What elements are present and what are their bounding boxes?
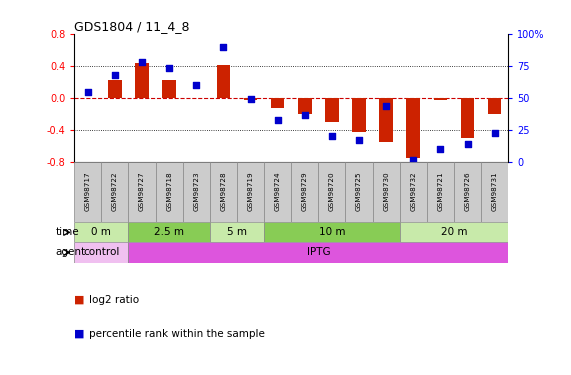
Point bbox=[164, 65, 174, 71]
Point bbox=[327, 134, 336, 140]
Text: ■: ■ bbox=[74, 295, 89, 305]
Point bbox=[110, 72, 119, 78]
Point bbox=[273, 117, 282, 123]
Text: control: control bbox=[83, 248, 119, 258]
Text: percentile rank within the sample: percentile rank within the sample bbox=[89, 329, 264, 339]
Bar bbox=[162, 80, 176, 98]
Bar bbox=[74, 242, 128, 262]
Bar bbox=[433, 98, 447, 100]
Text: IPTG: IPTG bbox=[307, 248, 330, 258]
Bar bbox=[400, 222, 508, 242]
Bar bbox=[216, 65, 230, 98]
Text: GSM98717: GSM98717 bbox=[85, 171, 91, 211]
Bar bbox=[325, 98, 339, 122]
Text: GSM98720: GSM98720 bbox=[329, 171, 335, 211]
Text: GSM98719: GSM98719 bbox=[247, 171, 254, 211]
Text: 0 m: 0 m bbox=[91, 227, 111, 237]
Bar bbox=[379, 98, 393, 142]
Text: 5 m: 5 m bbox=[227, 227, 247, 237]
Text: GSM98727: GSM98727 bbox=[139, 171, 145, 211]
Text: 20 m: 20 m bbox=[441, 227, 467, 237]
Bar bbox=[155, 162, 183, 222]
Point bbox=[300, 112, 309, 118]
Bar bbox=[74, 222, 128, 242]
Bar bbox=[244, 98, 258, 100]
Point bbox=[490, 130, 499, 136]
Point bbox=[83, 88, 93, 94]
Bar bbox=[271, 98, 284, 108]
Bar bbox=[298, 98, 312, 114]
Bar bbox=[264, 222, 400, 242]
Bar bbox=[319, 162, 345, 222]
Point bbox=[138, 59, 147, 65]
Text: time: time bbox=[55, 227, 79, 237]
Text: agent: agent bbox=[55, 248, 86, 258]
Bar bbox=[461, 98, 475, 138]
Bar bbox=[183, 162, 210, 222]
Bar bbox=[108, 80, 122, 98]
Bar bbox=[400, 162, 427, 222]
Text: log2 ratio: log2 ratio bbox=[89, 295, 139, 305]
Point bbox=[409, 157, 418, 163]
Text: GSM98724: GSM98724 bbox=[275, 171, 281, 211]
Bar bbox=[407, 98, 420, 158]
Bar bbox=[210, 162, 237, 222]
Point bbox=[381, 103, 391, 109]
Bar bbox=[128, 162, 155, 222]
Bar bbox=[210, 222, 264, 242]
Bar bbox=[237, 162, 264, 222]
Bar bbox=[291, 162, 319, 222]
Text: GSM98723: GSM98723 bbox=[193, 171, 199, 211]
Bar bbox=[352, 98, 366, 132]
Bar bbox=[427, 162, 454, 222]
Point bbox=[192, 82, 201, 88]
Point bbox=[355, 137, 364, 143]
Text: GSM98722: GSM98722 bbox=[112, 171, 118, 211]
Text: GSM98730: GSM98730 bbox=[383, 171, 389, 211]
Point bbox=[246, 96, 255, 102]
Bar bbox=[372, 162, 400, 222]
Point bbox=[219, 44, 228, 50]
Bar bbox=[135, 63, 149, 98]
Text: GSM98726: GSM98726 bbox=[464, 171, 471, 211]
Text: ■: ■ bbox=[74, 329, 89, 339]
Text: GSM98725: GSM98725 bbox=[356, 171, 362, 211]
Text: 10 m: 10 m bbox=[319, 227, 345, 237]
Bar bbox=[128, 242, 508, 262]
Text: GSM98731: GSM98731 bbox=[492, 171, 498, 211]
Bar bbox=[481, 162, 508, 222]
Bar bbox=[102, 162, 128, 222]
Bar bbox=[488, 98, 501, 114]
Bar bbox=[264, 162, 291, 222]
Point bbox=[436, 146, 445, 152]
Bar bbox=[128, 222, 210, 242]
Text: GSM98732: GSM98732 bbox=[410, 171, 416, 211]
Text: GDS1804 / 11_4_8: GDS1804 / 11_4_8 bbox=[74, 20, 190, 33]
Bar bbox=[454, 162, 481, 222]
Text: GSM98728: GSM98728 bbox=[220, 171, 227, 211]
Text: 2.5 m: 2.5 m bbox=[154, 227, 184, 237]
Bar bbox=[345, 162, 372, 222]
Text: GSM98721: GSM98721 bbox=[437, 171, 444, 211]
Bar bbox=[74, 162, 102, 222]
Text: GSM98729: GSM98729 bbox=[301, 171, 308, 211]
Text: GSM98718: GSM98718 bbox=[166, 171, 172, 211]
Point bbox=[463, 141, 472, 147]
